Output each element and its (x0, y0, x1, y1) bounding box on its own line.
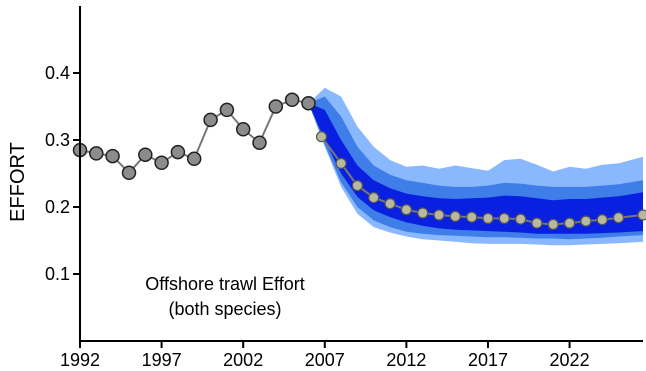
projection-point (482, 212, 494, 224)
x-tick-label: 2012 (386, 350, 426, 370)
historical-point (252, 135, 267, 150)
historical-point (170, 144, 186, 160)
projection-point (547, 218, 559, 230)
x-tick-label: 1997 (142, 350, 182, 370)
projection-point (498, 212, 510, 224)
annotation-line-1: Offshore trawl Effort (145, 274, 304, 294)
historical-point (203, 112, 218, 128)
projection-point (612, 212, 625, 224)
historical-point (186, 151, 202, 167)
historical-point (89, 146, 104, 161)
x-tick-label: 2017 (468, 350, 508, 370)
historical-point (154, 155, 169, 171)
projection-point (637, 209, 646, 221)
historical-point (105, 148, 120, 164)
y-axis-label: EFFORT (7, 142, 29, 222)
annotation-line-2: (both species) (168, 299, 281, 319)
historical-point (268, 99, 284, 114)
historical-point (121, 165, 137, 181)
x-tick-label: 2007 (305, 350, 345, 370)
projection-point (417, 207, 429, 219)
projection-point (368, 192, 380, 204)
projection-point (384, 198, 396, 210)
projection-point (531, 217, 543, 229)
projection-point (596, 214, 608, 226)
y-tick-label: 0.1 (45, 264, 70, 284)
projection-point (400, 204, 412, 216)
x-tick-label: 1992 (60, 350, 100, 370)
projection-point (563, 217, 576, 229)
x-tick-label: 2022 (550, 350, 590, 370)
x-tick-label: 2002 (223, 350, 263, 370)
historical-point (219, 102, 235, 118)
historical-point (235, 122, 251, 137)
plot-area: Offshore trawl Effort (both species) (72, 6, 646, 341)
projection-point (514, 213, 527, 225)
projection-point (433, 209, 445, 221)
projection-point (466, 211, 478, 223)
projection-point (580, 215, 592, 227)
y-tick-label: 0.4 (45, 63, 70, 83)
axes: 0.1 0.2 0.3 0.4 1992 1997 2002 2007 2012 2017 2022 (45, 6, 643, 370)
projection-point (315, 131, 328, 143)
projection-point (335, 157, 347, 169)
y-tick-label: 0.2 (45, 197, 70, 217)
historical-point (284, 92, 300, 108)
series-points (72, 92, 646, 230)
historical-point (301, 95, 316, 111)
projection-point (351, 180, 363, 192)
historical-point (138, 147, 153, 162)
y-tick-label: 0.3 (45, 130, 70, 150)
projection-point (449, 210, 461, 222)
